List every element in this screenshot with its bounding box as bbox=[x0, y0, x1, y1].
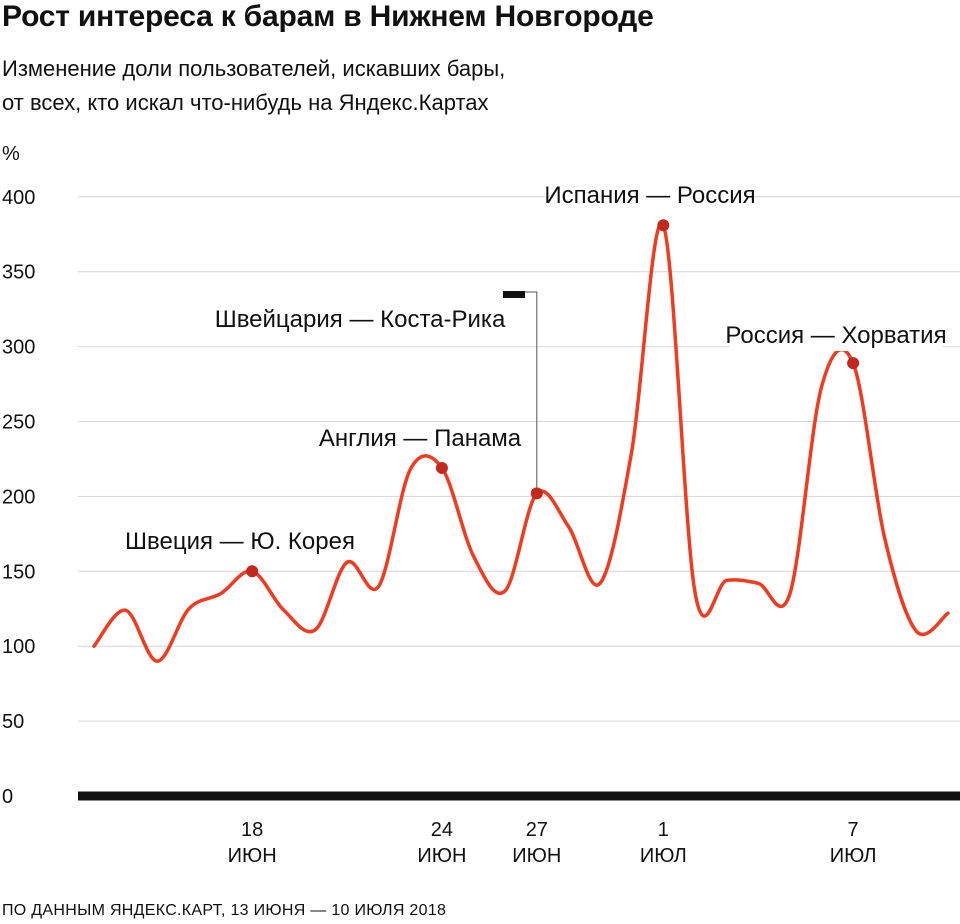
x-tick-day: 24 bbox=[431, 819, 453, 841]
subtitle-line-1: Изменение доли пользователей, искавших б… bbox=[2, 56, 506, 81]
y-tick-label: 350 bbox=[2, 262, 35, 284]
annotation-label: Испания — Россия bbox=[544, 182, 755, 209]
subtitle-line-2: от всех, кто искал что-нибудь на Яндекс.… bbox=[2, 90, 489, 115]
annotation-marker bbox=[847, 357, 860, 370]
y-tick-label: 150 bbox=[2, 561, 35, 583]
y-tick-label: 300 bbox=[2, 337, 35, 359]
x-axis-labels: 18 ИЮН 24 ИЮН 27 ИЮН 1 ИЮЛ 7 ИЮЛ bbox=[228, 819, 877, 867]
y-tick-label: 250 bbox=[2, 412, 35, 434]
x-tick-day: 27 bbox=[526, 819, 548, 841]
x-tick-month: ИЮЛ bbox=[640, 845, 687, 867]
x-tick-month: ИЮН bbox=[417, 845, 466, 867]
series-layer bbox=[92, 221, 950, 663]
annotation-label: Швейцария — Коста-Рика bbox=[215, 306, 506, 333]
annotation-label: Швеция — Ю. Корея bbox=[125, 528, 355, 555]
x-tick-month: ИЮН bbox=[228, 845, 277, 867]
annotation-marker bbox=[530, 487, 543, 500]
x-tick-day: 1 bbox=[658, 819, 669, 841]
series-line bbox=[92, 221, 950, 663]
annotation-marker bbox=[435, 461, 448, 474]
annotation-label: Англия — Панама bbox=[319, 425, 522, 452]
y-tick-label: 50 bbox=[2, 711, 24, 733]
y-tick-label: 100 bbox=[2, 636, 35, 658]
x-tick-month: ИЮЛ bbox=[830, 845, 877, 867]
y-unit-label: % bbox=[2, 143, 20, 165]
chart-title: Рост интереса к барам в Нижнем Новгороде bbox=[2, 0, 654, 33]
chart-subtitle: Изменение доли пользователей, искавших б… bbox=[2, 52, 702, 120]
annotations-layer: Швеция — Ю. Корея Англия — Панама Швейцари… bbox=[125, 179, 947, 578]
source-note: ПО ДАННЫМ ЯНДЕКС.КАРТ, 13 ИЮНЯ — 10 ИЮЛЯ… bbox=[2, 902, 447, 919]
y-tick-label: 0 bbox=[2, 786, 13, 808]
y-tick-label: 200 bbox=[2, 486, 35, 508]
annotation-label: Россия — Хорватия bbox=[725, 322, 946, 349]
annotation-marker bbox=[246, 565, 259, 578]
x-tick-day: 7 bbox=[848, 819, 859, 841]
annotation-halo bbox=[549, 179, 751, 211]
y-tick-label: 400 bbox=[2, 187, 35, 209]
annotation-marker bbox=[657, 219, 670, 232]
annotation-halo bbox=[729, 319, 943, 351]
y-axis-labels: 0 50 100 150 200 250 300 350 400% bbox=[2, 143, 35, 808]
annotation-leader-tab bbox=[503, 291, 525, 298]
grid-lines bbox=[78, 196, 960, 801]
annotation-leader bbox=[505, 291, 538, 488]
x-tick-month: ИЮН bbox=[512, 845, 561, 867]
x-tick-day: 18 bbox=[241, 819, 263, 841]
